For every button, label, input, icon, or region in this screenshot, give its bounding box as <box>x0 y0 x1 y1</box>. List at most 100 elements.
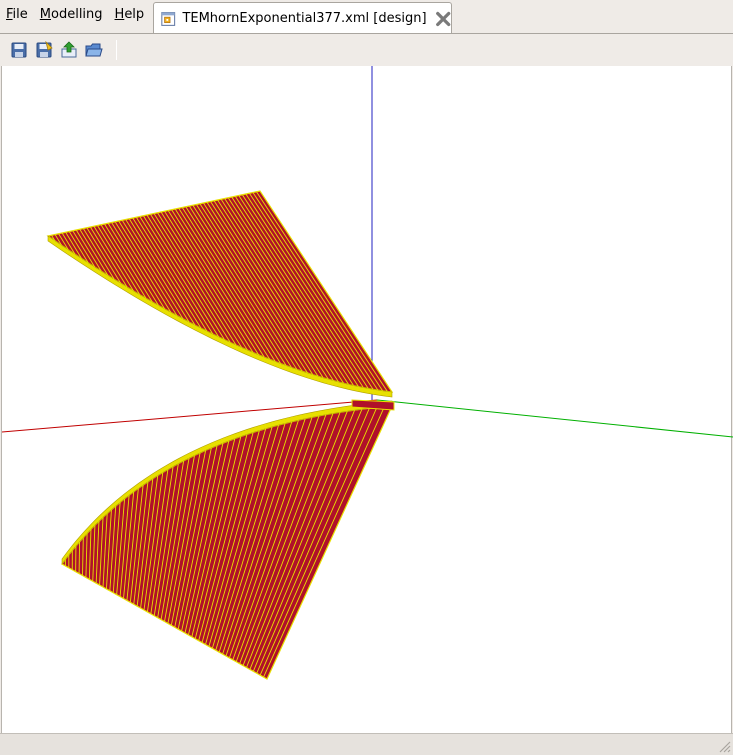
horn-strip-line <box>245 193 374 390</box>
horn-strip-line <box>54 234 62 246</box>
horn-strip-line <box>160 458 190 620</box>
toolbar-separator <box>116 40 117 60</box>
upper-horn-plate <box>46 190 394 398</box>
horn-strip-line <box>196 204 303 372</box>
export-button[interactable] <box>56 38 81 62</box>
horn-strip-line <box>220 199 339 383</box>
horn-strip-line <box>224 198 344 384</box>
horn-strip-line <box>82 228 115 280</box>
horn-strip-line <box>164 211 254 353</box>
horn-strip-line <box>123 491 135 599</box>
horn-strip-line <box>235 414 327 662</box>
horn-strip-line <box>153 213 237 346</box>
export-icon <box>61 41 76 58</box>
save-icon <box>11 42 26 58</box>
horn-strip-line <box>79 229 109 276</box>
resize-grip-icon[interactable] <box>717 739 731 753</box>
horn-strip-line <box>136 478 154 607</box>
horn-strip-line <box>177 445 218 630</box>
tab-title: TEMhornExponential377.xml [design] <box>182 11 427 26</box>
horn-strip-line <box>187 438 236 636</box>
horn-strip-line <box>199 203 308 374</box>
horn-plate-edge <box>47 235 393 398</box>
horn-strip-line <box>114 221 172 313</box>
document-icon <box>161 11 176 26</box>
horn-strip-line <box>263 406 385 678</box>
horn-strip-line <box>93 226 134 292</box>
horn-strip-line <box>97 225 141 295</box>
horn-strip-line <box>143 215 220 338</box>
horn-strip-line <box>228 417 313 659</box>
horn-strip-line <box>51 235 56 241</box>
horn-throat-feed <box>351 399 395 411</box>
menu-help[interactable]: Help <box>109 3 151 27</box>
horn-strip-line <box>99 517 104 586</box>
axes <box>2 66 733 438</box>
horn-strip-line <box>203 202 314 375</box>
horn-strip-line <box>231 196 354 386</box>
menu-modelling[interactable]: Modelling <box>34 3 109 27</box>
horn-3d-view[interactable] <box>2 66 733 733</box>
horn-strip-line <box>206 202 319 377</box>
horn-strip-line <box>121 220 184 320</box>
horn-strip-line <box>58 233 69 250</box>
horn-plate-face <box>46 190 394 393</box>
3d-viewport[interactable] <box>1 66 733 733</box>
horn-strip-line <box>256 191 388 392</box>
horn-strip-line <box>210 201 324 379</box>
horn-strip-line <box>205 428 267 645</box>
horn-strip-line <box>222 420 299 655</box>
menu-file[interactable]: File <box>0 3 34 27</box>
open-icon <box>84 43 103 57</box>
horn-strip-line <box>239 413 334 664</box>
horn-strip-line <box>238 195 364 388</box>
horn-strip-line <box>174 447 212 628</box>
horn-strip-line <box>227 197 349 385</box>
horn-strip-line <box>208 426 273 647</box>
horn-strip-line <box>72 230 96 268</box>
horn-strip-line <box>225 418 306 657</box>
horn-strip-line <box>150 466 174 614</box>
horn-strip-line <box>88 529 92 580</box>
status-bar <box>0 733 733 755</box>
horn-strip-line <box>218 421 293 653</box>
horn-strip-line <box>105 509 112 589</box>
horn-strip-line <box>116 498 126 595</box>
horn-strip-line <box>174 208 271 360</box>
open-button[interactable] <box>81 38 106 62</box>
horn-strip-line <box>68 231 89 263</box>
horn-strip-line <box>215 423 286 651</box>
horn-strip-line <box>107 223 159 306</box>
horn-strip-line <box>150 214 231 343</box>
x-axis-line <box>2 399 378 433</box>
menu-modelling-label: odelling <box>51 7 103 22</box>
horn-strip-line <box>184 440 230 634</box>
horn-strip-line <box>211 424 280 649</box>
tab-design-document[interactable]: TEMhornExponential377.xml [design] <box>153 2 452 34</box>
horn-strip-line <box>157 460 185 618</box>
horn-strip-line <box>143 472 164 611</box>
horn-strip-line <box>246 411 348 668</box>
horn-strip-line <box>119 495 130 597</box>
tabstrip-divider <box>0 33 733 34</box>
horn-strip-line <box>90 226 128 288</box>
horn-strip-line <box>192 205 298 370</box>
horn-strip-line <box>112 502 121 593</box>
horn-strip-line <box>170 450 207 626</box>
horn-strip-line <box>181 443 224 632</box>
toolbar <box>0 34 733 66</box>
save-button[interactable] <box>6 38 31 62</box>
horn-strip-line <box>146 214 225 340</box>
horn-strip-line <box>252 409 363 672</box>
horn-strip-line <box>167 452 201 624</box>
horn-strip-line <box>65 232 82 259</box>
horn-strip-line <box>164 455 195 622</box>
horn-strip-line <box>249 409 355 670</box>
horn-strip-line <box>181 207 282 364</box>
menu-bar: File Modelling Help <box>0 0 150 30</box>
horn-strip-line <box>139 216 214 335</box>
horn-strip-line <box>82 537 84 576</box>
save-as-button[interactable] <box>31 38 56 62</box>
horn-strip-line <box>171 209 265 358</box>
close-icon[interactable] <box>435 10 451 28</box>
